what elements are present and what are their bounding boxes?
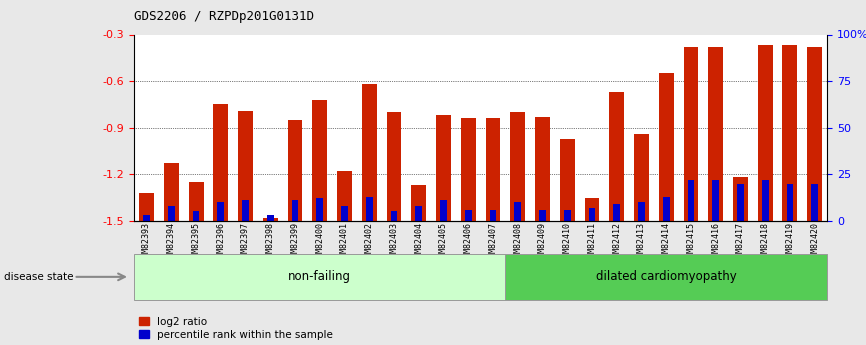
Bar: [683, 47, 698, 221]
Bar: [510, 112, 525, 221]
Bar: [638, 202, 645, 221]
Bar: [807, 47, 822, 221]
Bar: [238, 111, 253, 221]
Bar: [316, 198, 323, 221]
Bar: [288, 120, 302, 221]
Bar: [540, 210, 546, 221]
Bar: [139, 193, 154, 221]
Bar: [391, 211, 397, 221]
Bar: [436, 115, 451, 221]
Bar: [416, 206, 422, 221]
Bar: [713, 180, 719, 221]
Bar: [489, 210, 496, 221]
Bar: [589, 208, 595, 221]
Bar: [514, 202, 521, 221]
Bar: [267, 215, 274, 221]
Bar: [362, 84, 377, 221]
Bar: [634, 134, 649, 221]
Bar: [659, 73, 674, 221]
Bar: [313, 100, 327, 221]
Bar: [366, 197, 372, 221]
Bar: [758, 46, 772, 221]
Bar: [733, 177, 748, 221]
Text: disease state: disease state: [4, 272, 74, 282]
Bar: [189, 182, 204, 221]
Bar: [337, 171, 352, 221]
Bar: [662, 197, 669, 221]
Bar: [465, 210, 472, 221]
Bar: [535, 117, 550, 221]
Bar: [613, 204, 620, 221]
Bar: [688, 180, 695, 221]
Bar: [610, 92, 624, 221]
Bar: [164, 164, 178, 221]
Bar: [786, 184, 793, 221]
Bar: [486, 118, 501, 221]
Bar: [783, 46, 798, 221]
Legend: log2 ratio, percentile rank within the sample: log2 ratio, percentile rank within the s…: [139, 317, 333, 340]
Text: dilated cardiomyopathy: dilated cardiomyopathy: [596, 270, 737, 283]
Bar: [217, 202, 224, 221]
Bar: [461, 118, 475, 221]
Text: GDS2206 / RZPDp201G0131D: GDS2206 / RZPDp201G0131D: [134, 10, 314, 23]
Bar: [143, 215, 150, 221]
Bar: [242, 200, 249, 221]
Bar: [263, 218, 278, 221]
Bar: [168, 206, 175, 221]
Bar: [585, 198, 599, 221]
Bar: [193, 211, 199, 221]
Bar: [440, 200, 447, 221]
Bar: [762, 180, 768, 221]
Bar: [564, 210, 571, 221]
Bar: [292, 200, 299, 221]
Bar: [737, 184, 744, 221]
Bar: [341, 206, 348, 221]
Bar: [811, 184, 818, 221]
Text: non-failing: non-failing: [288, 270, 352, 283]
Bar: [708, 47, 723, 221]
Bar: [559, 139, 575, 221]
Bar: [213, 105, 229, 221]
Bar: [386, 112, 402, 221]
Bar: [411, 185, 426, 221]
